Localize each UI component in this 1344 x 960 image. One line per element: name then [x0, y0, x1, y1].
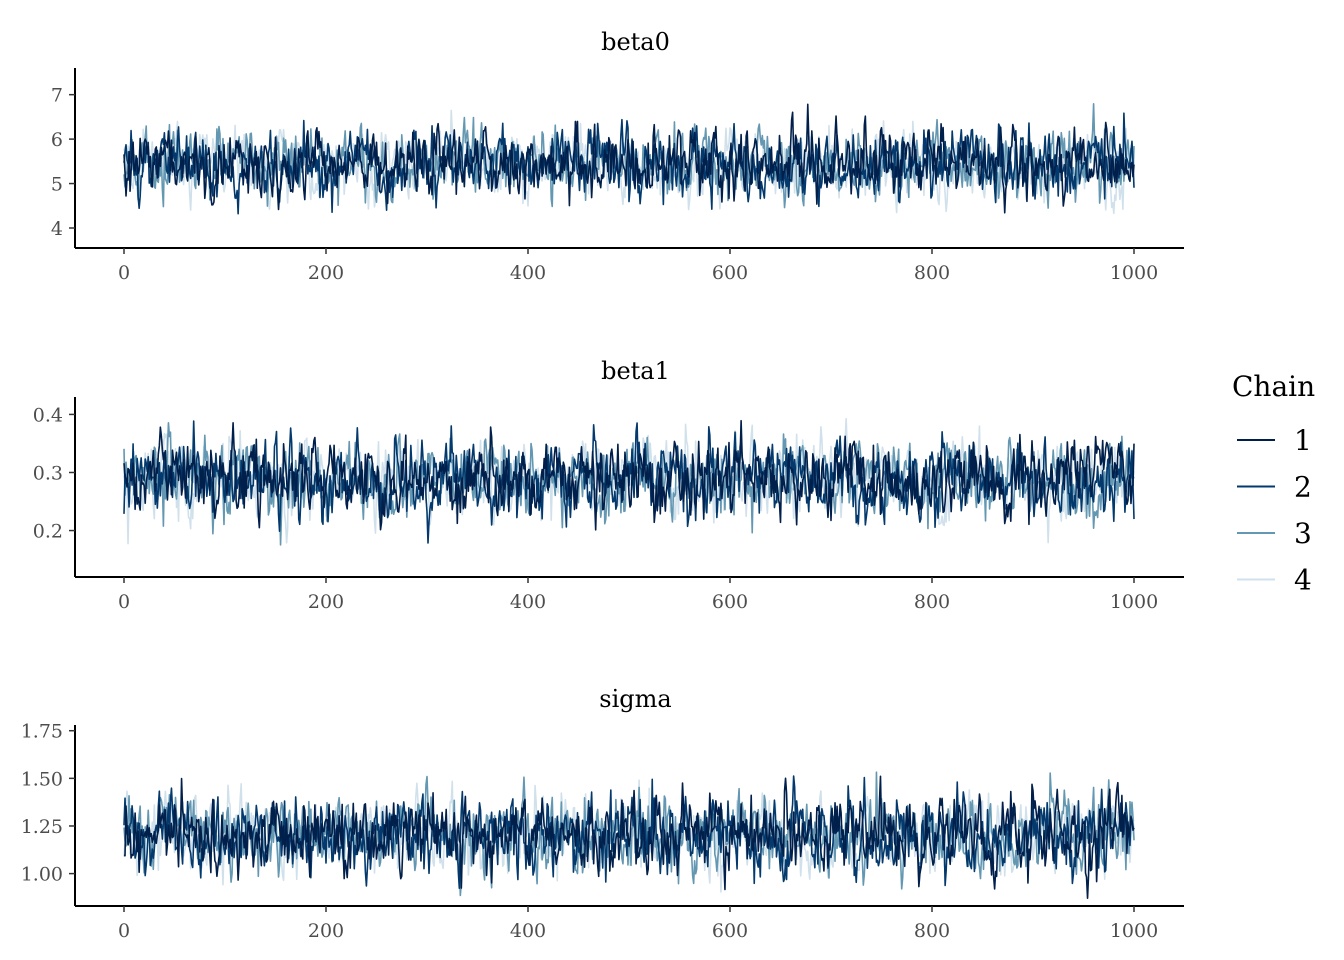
x-tick-label: 400: [510, 262, 546, 284]
y-tick-label: 6: [51, 129, 63, 151]
y-tick-label: 1.00: [21, 864, 63, 886]
legend-title: Chain: [1232, 370, 1315, 403]
x-tick-label: 800: [914, 591, 950, 613]
series-1-line: [123, 419, 1135, 531]
y-tick-label: 4: [51, 218, 63, 240]
x-tick-label: 1000: [1110, 591, 1158, 613]
x-tick-label: 600: [712, 262, 748, 284]
series-traces: [123, 771, 1135, 900]
panel-title: sigma: [599, 685, 671, 713]
x-tick-label: 200: [308, 920, 344, 942]
y-tick-label: 7: [51, 85, 63, 107]
x-tick-label: 600: [712, 920, 748, 942]
x-tick-label: 0: [118, 920, 130, 942]
series-traces: [123, 103, 1135, 215]
legend-item-3: 3: [1237, 517, 1312, 550]
series-1-line: [123, 775, 1135, 900]
panel-sigma: sigma 1.00 1.25 1.50 1.75 0 200 400 600 800 1000: [21, 685, 1184, 942]
legend-label: 3: [1294, 517, 1312, 550]
series-1-line: [123, 103, 1135, 214]
panel-title: beta1: [601, 357, 670, 385]
legend-label: 4: [1294, 564, 1312, 597]
y-tick-label: 0.2: [33, 521, 63, 543]
x-tick-label: 800: [914, 262, 950, 284]
legend-item-1: 1: [1237, 424, 1312, 457]
legend-item-4: 4: [1237, 564, 1312, 597]
y-tick-label: 1.25: [21, 816, 63, 838]
series-3-line: [123, 422, 1135, 546]
panel-title: beta0: [601, 28, 670, 56]
x-tick-label: 1000: [1110, 920, 1158, 942]
panel-beta0: beta0 4 5 6 7 0 200 400 600 800 1000: [51, 28, 1184, 284]
y-tick-label: 0.3: [33, 462, 63, 484]
chain-legend: Chain 1 2 3 4: [1232, 370, 1315, 597]
x-tick-label: 0: [118, 262, 130, 284]
legend-label: 2: [1294, 471, 1312, 504]
y-tick-label: 1.75: [21, 721, 63, 743]
x-tick-label: 400: [510, 920, 546, 942]
x-tick-label: 200: [308, 591, 344, 613]
legend-label: 1: [1294, 424, 1312, 457]
x-tick-label: 600: [712, 591, 748, 613]
x-tick-label: 200: [308, 262, 344, 284]
series-traces: [123, 417, 1135, 546]
y-tick-label: 0.4: [33, 404, 63, 426]
x-tick-label: 400: [510, 591, 546, 613]
panel-beta1: beta1 0.2 0.3 0.4 0 200 400 600 800 1000: [33, 357, 1184, 613]
legend-item-2: 2: [1237, 471, 1312, 504]
x-tick-label: 800: [914, 920, 950, 942]
x-tick-label: 0: [118, 591, 130, 613]
y-tick-label: 1.50: [21, 768, 63, 790]
x-tick-label: 1000: [1110, 262, 1158, 284]
y-tick-label: 5: [51, 174, 63, 196]
